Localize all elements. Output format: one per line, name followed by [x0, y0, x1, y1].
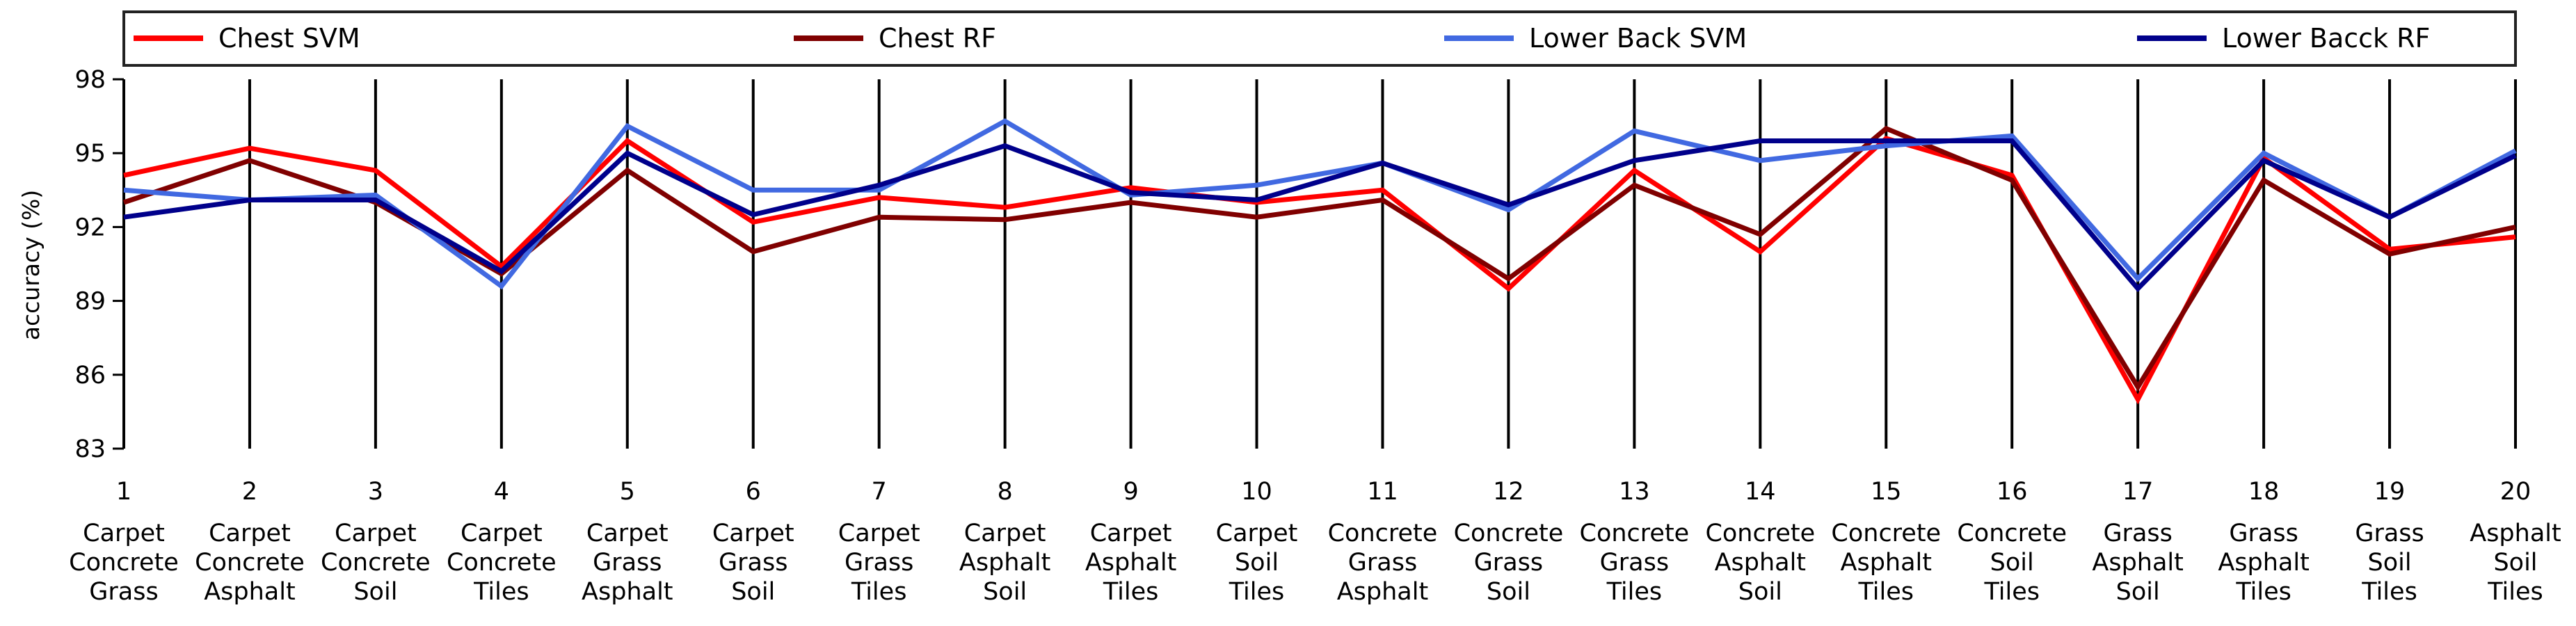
x-tick-label: 16	[1997, 478, 2028, 506]
x-tick-label: 14	[1745, 478, 1776, 506]
legend: Chest SVM Chest RF Lower Back SVM Lower Bac…	[122, 10, 2517, 67]
category-label: Concrete Grass Asphalt	[1328, 520, 1438, 606]
x-tick-label: 12	[1493, 478, 1524, 506]
legend-frame	[122, 10, 2517, 67]
x-tick-label: 3	[368, 478, 383, 506]
category-label: Carpet Concrete Asphalt	[195, 520, 305, 606]
x-tick-label: 6	[746, 478, 761, 506]
x-tick-label: 2	[242, 478, 257, 506]
y-axis: 83 86 89 92 95 98	[74, 66, 124, 463]
series-line-4	[123, 138, 2517, 293]
series-layer	[122, 118, 2517, 405]
category-label: Concrete Soil Tiles	[1957, 520, 2067, 606]
category-label: Grass Asphalt Soil	[2092, 520, 2183, 606]
category-label: Carpet Asphalt Tiles	[1085, 520, 1176, 606]
category-label: Concrete Grass Tiles	[1580, 520, 1690, 606]
x-tick-label: 9	[1123, 478, 1138, 506]
category-label: Carpet Concrete Tiles	[447, 520, 557, 606]
x-tick-label: 8	[997, 478, 1012, 506]
x-tick-label: 15	[1871, 478, 1902, 506]
x-tick-label: 17	[2122, 478, 2154, 506]
x-tick-label: 11	[1367, 478, 1398, 506]
y-axis-title: accuracy (%)	[17, 190, 45, 340]
x-tick-label: 4	[494, 478, 509, 506]
category-label: Concrete Asphalt Soil	[1705, 520, 1815, 606]
x-tick-label: 20	[2500, 478, 2531, 506]
y-tick-label: 92	[74, 214, 106, 241]
legend-entry: Lower Back SVM	[1529, 23, 1747, 54]
x-tick-label: 18	[2248, 478, 2280, 506]
category-label: Asphalt Soil Tiles	[2470, 520, 2561, 606]
category-label: Carpet Asphalt Soil	[959, 520, 1050, 606]
legend-entry: Chest SVM	[218, 23, 360, 54]
category-label: Carpet Grass Soil	[712, 520, 794, 606]
category-label: Concrete Asphalt Tiles	[1831, 520, 1941, 606]
y-tick-label: 89	[74, 288, 106, 316]
y-tick-label: 83	[74, 435, 106, 463]
x-tick-label: 10	[1241, 478, 1272, 506]
category-label: Carpet Grass Tiles	[838, 520, 920, 606]
category-label: Concrete Grass Soil	[1454, 520, 1564, 606]
category-label: Grass Soil Tiles	[2355, 520, 2424, 606]
category-label: Carpet Concrete Grass	[69, 520, 179, 606]
y-tick-label: 86	[74, 362, 106, 390]
series-line-1	[123, 136, 2516, 405]
series-line-3	[123, 118, 2517, 290]
x-tick-label: 19	[2374, 478, 2406, 506]
x-tick-label: 5	[620, 478, 635, 506]
legend-entry: Chest RF	[879, 23, 996, 54]
category-label: Carpet Concrete Soil	[321, 520, 431, 606]
category-label: Carpet Grass Asphalt	[582, 520, 673, 606]
y-tick-label: 98	[74, 66, 106, 94]
legend-entry: Lower Bacck RF	[2222, 23, 2430, 54]
x-tick-label: 7	[872, 478, 887, 506]
y-tick-label: 95	[74, 140, 106, 168]
category-label: Carpet Soil Tiles	[1216, 520, 1298, 606]
x-tick-label: 1	[116, 478, 131, 506]
category-label: Grass Asphalt Tiles	[2218, 520, 2309, 606]
x-tick-labels: 1 2 3 4 5 6 7 8 9 10 11 12 13 14 15 16 17 18 19 20	[116, 478, 2531, 506]
x-tick-label: 13	[1619, 478, 1650, 506]
